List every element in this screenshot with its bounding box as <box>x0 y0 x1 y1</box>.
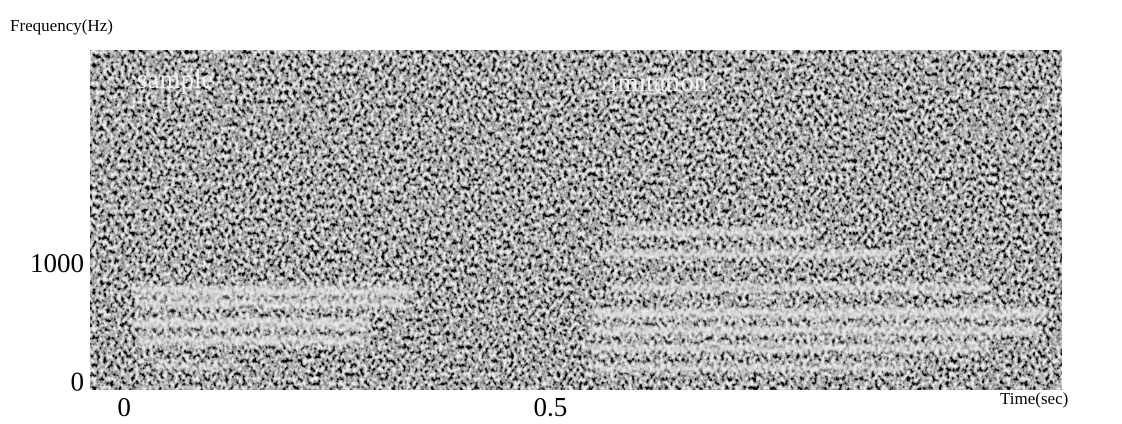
spectrogram-area <box>90 50 1062 390</box>
y-tick-label: 0 <box>71 366 85 396</box>
y-axis-label: Frequency(Hz) <box>10 16 113 35</box>
annotation: sample <box>137 64 213 94</box>
y-tick-label: 1000 <box>30 248 84 278</box>
x-tick-label: 0 <box>117 392 131 422</box>
annotation: imitation <box>610 67 708 97</box>
harmonic-bands <box>130 228 1050 371</box>
x-tick-label: 0.5 <box>534 392 568 422</box>
x-axis-label: Time(sec) <box>1000 389 1068 408</box>
